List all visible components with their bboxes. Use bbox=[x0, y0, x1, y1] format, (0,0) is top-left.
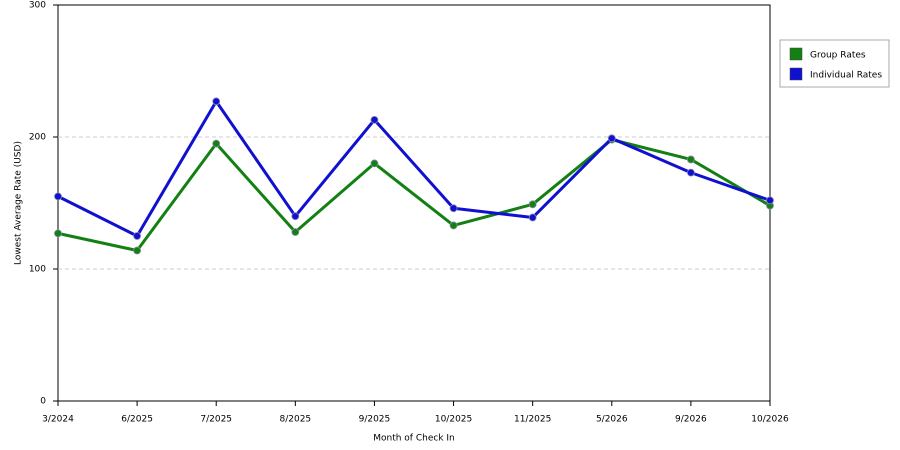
x-tick-label: 9/2026 bbox=[675, 415, 707, 425]
data-point bbox=[54, 192, 62, 201]
x-tick-label: 9/2025 bbox=[359, 415, 391, 425]
x-axis-label: Month of Check In bbox=[373, 434, 455, 444]
x-tick-label: 5/2026 bbox=[596, 415, 628, 425]
y-axis-label: Lowest Average Rate (USD) bbox=[14, 141, 24, 265]
x-tick-label: 10/2025 bbox=[435, 415, 472, 425]
x-tick-label: 8/2025 bbox=[279, 415, 311, 425]
data-point bbox=[528, 200, 537, 209]
data-point bbox=[291, 228, 300, 236]
legend-swatch bbox=[789, 67, 803, 81]
y-tick-label: 0 bbox=[40, 397, 46, 407]
data-point bbox=[212, 97, 221, 106]
data-point bbox=[133, 232, 142, 240]
data-point bbox=[607, 134, 616, 143]
data-point bbox=[686, 168, 695, 177]
x-tick-label: 10/2026 bbox=[751, 415, 789, 425]
data-point bbox=[133, 246, 142, 255]
y-tick-label: 300 bbox=[29, 1, 46, 11]
x-tick-label: 6/2025 bbox=[121, 415, 153, 425]
data-point bbox=[370, 115, 379, 124]
series-line bbox=[57, 99, 771, 238]
data-point bbox=[54, 229, 62, 238]
data-point bbox=[449, 221, 458, 230]
y-tick-label: 100 bbox=[29, 265, 46, 275]
series-line bbox=[57, 138, 771, 253]
legend-label: Individual Rates bbox=[810, 71, 882, 81]
data-point bbox=[766, 196, 774, 205]
legend-label: Group Rates bbox=[810, 51, 866, 61]
data-point bbox=[370, 159, 379, 168]
x-tick-label: 11/2025 bbox=[514, 415, 551, 425]
data-point bbox=[212, 139, 221, 148]
legend-swatch bbox=[789, 47, 803, 61]
data-point bbox=[449, 204, 458, 213]
x-tick-label: 7/2025 bbox=[200, 415, 232, 425]
data-point bbox=[686, 155, 695, 164]
data-point bbox=[291, 212, 300, 221]
plot-area bbox=[57, 4, 771, 402]
data-point bbox=[528, 213, 537, 222]
y-tick-label: 200 bbox=[29, 133, 46, 143]
x-tick-label: 3/2024 bbox=[42, 415, 74, 425]
